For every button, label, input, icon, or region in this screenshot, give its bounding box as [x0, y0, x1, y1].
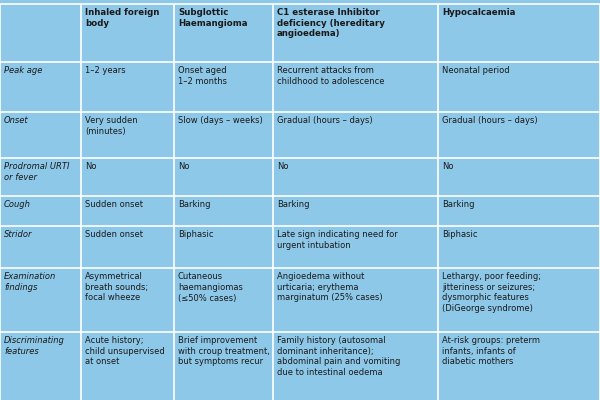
Text: Prodromal URTI
or fever: Prodromal URTI or fever [4, 162, 70, 182]
Text: Gradual (hours – days): Gradual (hours – days) [277, 116, 373, 125]
Text: No: No [277, 162, 289, 171]
Text: Gradual (hours – days): Gradual (hours – days) [442, 116, 538, 125]
Text: C1 esterase Inhibitor
deficiency (hereditary
angioedema): C1 esterase Inhibitor deficiency (heredi… [277, 8, 385, 38]
Text: Family history (autosomal
dominant inheritance);
abdominal pain and vomiting
due: Family history (autosomal dominant inher… [277, 336, 400, 377]
Text: Cough: Cough [4, 200, 31, 209]
Text: Late sign indicating need for
urgent intubation: Late sign indicating need for urgent int… [277, 230, 398, 250]
Text: Sudden onset: Sudden onset [85, 230, 143, 239]
Text: Onset aged
1–2 months: Onset aged 1–2 months [178, 66, 227, 86]
Text: No: No [85, 162, 97, 171]
Text: Barking: Barking [178, 200, 211, 209]
Text: 1–2 years: 1–2 years [85, 66, 125, 75]
Text: Brief improvement
with croup treatment,
but symptoms recur: Brief improvement with croup treatment, … [178, 336, 270, 366]
Text: At-risk groups: preterm
infants, infants of
diabetic mothers: At-risk groups: preterm infants, infants… [442, 336, 540, 366]
Text: Sudden onset: Sudden onset [85, 200, 143, 209]
Text: Peak age: Peak age [4, 66, 43, 75]
Text: Acute history;
child unsupervised
at onset: Acute history; child unsupervised at ons… [85, 336, 165, 366]
Text: No: No [442, 162, 454, 171]
Text: Biphasic: Biphasic [442, 230, 478, 239]
Text: Neonatal period: Neonatal period [442, 66, 509, 75]
Text: Stridor: Stridor [4, 230, 32, 239]
Text: Barking: Barking [442, 200, 475, 209]
Text: Very sudden
(minutes): Very sudden (minutes) [85, 116, 137, 136]
Text: Angioedema without
urticaria; erythema
marginatum (25% cases): Angioedema without urticaria; erythema m… [277, 272, 383, 302]
Text: Recurrent attacks from
childhood to adolescence: Recurrent attacks from childhood to adol… [277, 66, 385, 86]
Text: Inhaled foreign
body: Inhaled foreign body [85, 8, 160, 28]
Text: Onset: Onset [4, 116, 29, 125]
Text: Biphasic: Biphasic [178, 230, 214, 239]
Text: Slow (days – weeks): Slow (days – weeks) [178, 116, 263, 125]
Text: Subglottic
Haemangioma: Subglottic Haemangioma [178, 8, 248, 28]
Text: Examination
findings: Examination findings [4, 272, 56, 292]
Text: Discriminating
features: Discriminating features [4, 336, 65, 356]
Text: Cutaneous
haemangiomas
(≤50% cases): Cutaneous haemangiomas (≤50% cases) [178, 272, 243, 302]
Text: No: No [178, 162, 190, 171]
Text: Hypocalcaemia: Hypocalcaemia [442, 8, 515, 17]
Text: Lethargy, poor feeding;
jitteriness or seizures;
dysmorphic features
(DiGeorge s: Lethargy, poor feeding; jitteriness or s… [442, 272, 541, 313]
Text: Barking: Barking [277, 200, 310, 209]
Text: Asymmetrical
breath sounds;
focal wheeze: Asymmetrical breath sounds; focal wheeze [85, 272, 148, 302]
